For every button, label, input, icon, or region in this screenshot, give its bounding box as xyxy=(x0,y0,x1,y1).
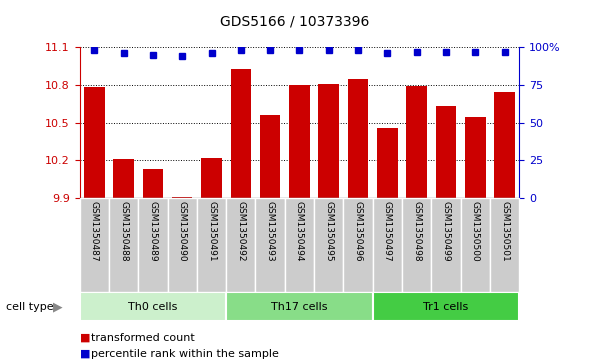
Bar xyxy=(407,86,427,198)
Bar xyxy=(289,85,310,198)
Text: ■: ■ xyxy=(80,349,90,359)
Bar xyxy=(260,115,280,198)
Bar xyxy=(172,197,192,198)
Bar xyxy=(197,198,226,292)
Text: GSM1350491: GSM1350491 xyxy=(207,201,216,261)
Text: transformed count: transformed count xyxy=(91,333,195,343)
Bar xyxy=(80,198,109,292)
Text: GDS5166 / 10373396: GDS5166 / 10373396 xyxy=(220,15,370,29)
Bar xyxy=(113,159,134,198)
Text: GSM1350499: GSM1350499 xyxy=(441,201,450,261)
Bar xyxy=(138,198,168,292)
Bar xyxy=(319,83,339,198)
Bar xyxy=(461,198,490,292)
Bar xyxy=(373,292,519,321)
Text: ▶: ▶ xyxy=(53,300,63,313)
Bar xyxy=(494,92,515,198)
Text: GSM1350488: GSM1350488 xyxy=(119,201,128,261)
Text: ■: ■ xyxy=(80,333,90,343)
Text: GSM1350501: GSM1350501 xyxy=(500,201,509,261)
Bar xyxy=(490,198,519,292)
Text: GSM1350493: GSM1350493 xyxy=(266,201,274,261)
Bar xyxy=(373,198,402,292)
Bar xyxy=(231,69,251,198)
Bar xyxy=(435,106,456,198)
Bar xyxy=(84,87,104,198)
Bar xyxy=(201,158,222,198)
Text: GSM1350497: GSM1350497 xyxy=(383,201,392,261)
Bar xyxy=(143,169,163,198)
Bar xyxy=(348,78,368,198)
Text: GSM1350500: GSM1350500 xyxy=(471,201,480,261)
Text: GSM1350489: GSM1350489 xyxy=(149,201,158,261)
Text: GSM1350494: GSM1350494 xyxy=(295,201,304,261)
Bar xyxy=(109,198,138,292)
Bar xyxy=(80,292,226,321)
Bar xyxy=(343,198,373,292)
Text: Tr1 cells: Tr1 cells xyxy=(423,302,468,312)
Bar xyxy=(226,198,255,292)
Bar xyxy=(377,127,398,198)
Text: GSM1350495: GSM1350495 xyxy=(324,201,333,261)
Bar xyxy=(402,198,431,292)
Text: cell type: cell type xyxy=(6,302,54,312)
Text: GSM1350496: GSM1350496 xyxy=(353,201,362,261)
Bar xyxy=(255,198,285,292)
Text: GSM1350490: GSM1350490 xyxy=(178,201,186,261)
Bar xyxy=(285,198,314,292)
Bar xyxy=(465,118,486,198)
Bar xyxy=(226,292,373,321)
Bar xyxy=(431,198,461,292)
Text: GSM1350487: GSM1350487 xyxy=(90,201,99,261)
Text: percentile rank within the sample: percentile rank within the sample xyxy=(91,349,279,359)
Text: GSM1350492: GSM1350492 xyxy=(237,201,245,261)
Text: Th0 cells: Th0 cells xyxy=(128,302,178,312)
Bar xyxy=(168,198,197,292)
Bar xyxy=(314,198,343,292)
Text: GSM1350498: GSM1350498 xyxy=(412,201,421,261)
Text: Th17 cells: Th17 cells xyxy=(271,302,327,312)
